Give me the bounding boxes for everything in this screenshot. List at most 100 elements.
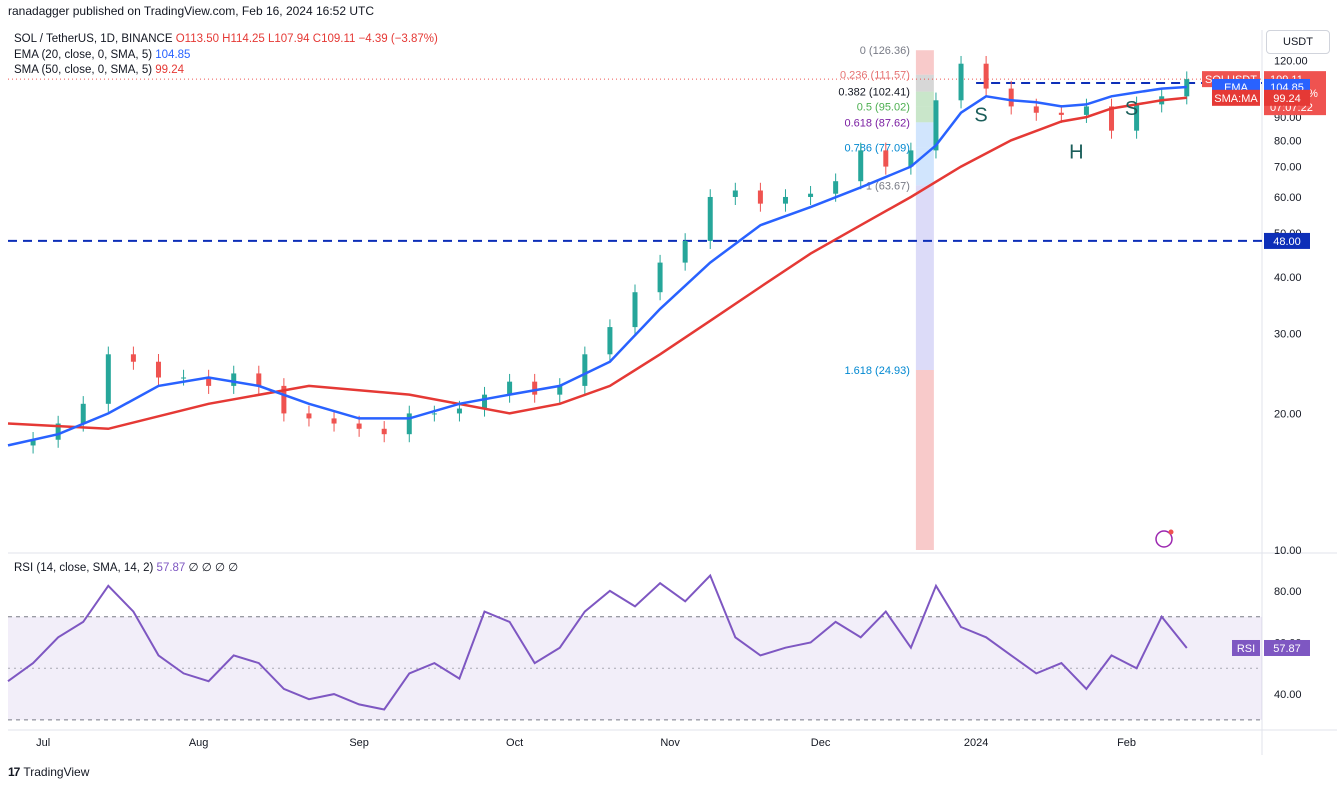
candle-body: [181, 377, 187, 379]
price-tick-label: 70.00: [1274, 162, 1302, 174]
rsi-tag-label: RSI: [1237, 643, 1255, 655]
candle-body: [707, 196, 713, 241]
ema-line: [7, 85, 1187, 447]
fib-zone: [915, 106, 934, 123]
time-tick-label: 2024: [964, 737, 988, 749]
time-tick-label: Oct: [506, 737, 523, 749]
candle-body: [381, 428, 387, 435]
candle-body: [1033, 106, 1039, 113]
pattern-label: S: [974, 105, 987, 127]
rsi-tick-label: 80.00: [1274, 586, 1302, 598]
fib-level-label: 1 (63.67): [866, 180, 910, 192]
candle-body: [833, 181, 839, 194]
candle-body: [983, 63, 989, 89]
level-tag: [1264, 232, 1310, 249]
candle-body: [331, 418, 337, 424]
sma-label: SMA (50, close, 0, SMA, 5): [14, 64, 153, 76]
pattern-label: H: [1069, 141, 1083, 163]
candle-body: [206, 377, 212, 386]
candle-body: [231, 373, 237, 386]
time-tick-label: Dec: [811, 737, 831, 749]
alert-dot-icon: [1168, 529, 1174, 535]
candle-body: [958, 63, 964, 101]
sma-value: 99.24: [155, 64, 185, 76]
footer: 17 TradingView: [8, 765, 89, 779]
rsi-line: [7, 573, 1188, 711]
sma-row: SMA (50, close, 0, SMA, 5) 99.24: [14, 63, 438, 79]
candle-body: [682, 240, 688, 263]
price-tick-label: 40.00: [1274, 272, 1302, 284]
price-tick-label: 30.00: [1274, 329, 1302, 341]
level-tag-label: 48.00: [1273, 236, 1301, 248]
fib-zone: [915, 91, 934, 107]
pattern-label: S: [1125, 98, 1138, 120]
rsi-label: RSI (14, close, SMA, 14, 2): [14, 562, 154, 574]
ema-label: EMA (20, close, 0, SMA, 5): [14, 48, 153, 61]
indicator-tag: [1212, 89, 1260, 106]
candle-body: [1083, 106, 1089, 115]
price-tick-label: 120.00: [1274, 55, 1308, 67]
alert-icon: [1155, 530, 1173, 548]
main-legend: SOL / TetherUS, 1D, BINANCE O113.50 H114…: [14, 32, 438, 79]
candle-body: [306, 413, 312, 419]
candle-body: [908, 150, 914, 167]
candle-body: [356, 423, 362, 429]
candle-body: [1058, 112, 1064, 115]
symbol-row: SOL / TetherUS, 1D, BINANCE O113.50 H114…: [14, 32, 438, 48]
rsi-value-label: 57.87: [1273, 643, 1301, 655]
fib-level-label: 0.5 (95.02): [857, 101, 910, 113]
candle-body: [582, 354, 588, 386]
ohlc-values: O113.50 H114.25 L107.94 C109.11 −4.39 (−…: [175, 33, 438, 45]
time-tick-label: Aug: [189, 737, 209, 749]
candle-body: [1008, 88, 1014, 107]
candle-body: [858, 150, 864, 182]
indicator-tag-label: SMA:MA: [1214, 93, 1258, 105]
fib-level-label: 0 (126.36): [860, 45, 910, 57]
candle-body: [782, 196, 788, 204]
candle-body: [130, 354, 136, 362]
candle-body: [607, 327, 613, 355]
candle-body: [256, 373, 262, 386]
fib-zone: [915, 185, 934, 371]
price-tick-label: 10.00: [1274, 545, 1302, 557]
symbol-label: SOL / TetherUS, 1D, BINANCE: [14, 33, 173, 45]
publish-info: ranadagger published on TradingView.com,…: [8, 4, 375, 18]
rsi-band: [8, 616, 1262, 720]
rsi-value-tag: [1264, 639, 1310, 656]
fib-zone: [915, 370, 934, 550]
candle-body: [532, 381, 538, 395]
candle-body: [657, 262, 663, 293]
ema-value: 104.85: [155, 48, 191, 61]
candle-body: [431, 413, 437, 415]
rsi-legend: RSI (14, close, SMA, 14, 2) 57.87 ∅ ∅ ∅ …: [14, 560, 238, 574]
candle-body: [456, 408, 462, 414]
time-tick-label: Jul: [36, 737, 50, 749]
rsi-tick-label: 40.00: [1274, 689, 1302, 701]
sma-line: [7, 96, 1187, 431]
candle-body: [482, 394, 488, 409]
fib-zone: [915, 122, 934, 148]
candle-body: [732, 190, 738, 197]
candle-body: [55, 423, 61, 440]
price-tick-label: 20.00: [1274, 408, 1302, 420]
time-tick-label: Feb: [1117, 737, 1136, 749]
fib-level-label: 1.618 (24.93): [844, 365, 909, 377]
fib-zone: [915, 50, 934, 75]
candle-body: [406, 413, 412, 435]
candle-body: [1109, 106, 1115, 131]
ema-row: EMA (20, close, 0, SMA, 5) 104.85: [14, 48, 438, 64]
price-tick-label: 60.00: [1274, 192, 1302, 204]
fib-level-label: 0.236 (111.57): [840, 70, 910, 82]
time-tick-label: Nov: [660, 737, 680, 749]
fib-zone: [915, 74, 934, 92]
rsi-tag: [1232, 639, 1260, 656]
candle-body: [933, 100, 939, 151]
candle-body: [808, 193, 814, 197]
fib-level-label: 0.618 (87.62): [844, 117, 909, 129]
currency-button[interactable]: USDT: [1266, 30, 1330, 54]
footer-brand: TradingView: [23, 765, 90, 779]
candle-body: [281, 385, 287, 414]
candle-body: [632, 292, 638, 328]
time-tick-label: Sep: [349, 737, 369, 749]
